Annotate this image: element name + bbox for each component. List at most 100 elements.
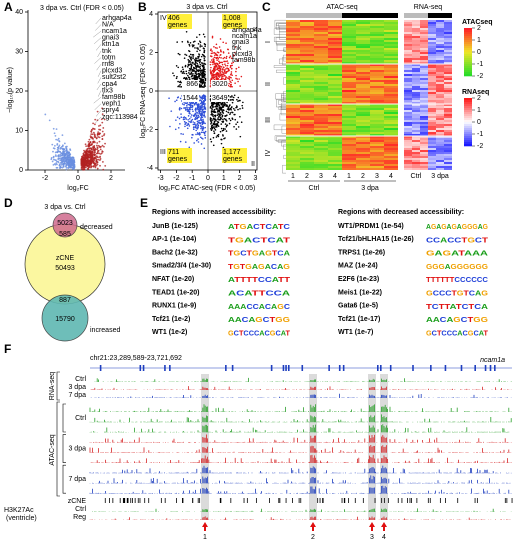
scatter-point (194, 112, 197, 115)
heatmap-cell (356, 84, 370, 86)
heatmap-cell (300, 164, 314, 166)
scatter-point (196, 62, 198, 65)
heatmap-cell (370, 146, 384, 148)
heatmap-cell (412, 68, 420, 70)
panel-title: 3 dpa vs. Ctrl (FDR < 0.05) (40, 5, 124, 12)
heatmap-cell (404, 58, 412, 60)
heatmap-cell (342, 152, 356, 154)
heatmap-cell (412, 154, 420, 156)
heatmap-cell (420, 114, 428, 116)
heatmap-cell (314, 26, 328, 28)
heatmap-cell (370, 52, 384, 54)
scatter-point (193, 74, 196, 77)
heatmap-cell (436, 36, 444, 38)
scatter-point (183, 57, 186, 59)
heatmap-cell (370, 158, 384, 160)
heatmap-cell (356, 120, 370, 122)
scatter-point (222, 66, 225, 68)
heatmap-cell (428, 168, 436, 170)
heatmap-cell (420, 144, 428, 146)
heatmap-cell (314, 116, 328, 118)
heatmap-cell (286, 30, 300, 32)
scatter-point (214, 73, 217, 75)
heatmap-cell (444, 22, 452, 24)
heatmap-cell (412, 150, 420, 152)
heatmap-cell (300, 140, 314, 142)
heatmap-cell (412, 96, 420, 98)
scatter-point (229, 85, 232, 88)
scatter-point (203, 105, 206, 107)
colorbar-step (464, 102, 472, 105)
heatmap-cell (328, 66, 342, 68)
scatter-point (235, 128, 238, 130)
heatmap-cell (444, 160, 452, 162)
scatter-point (190, 104, 193, 106)
motif-base: C (474, 304, 481, 311)
scatter-point (173, 74, 175, 77)
heatmap-cell (286, 58, 300, 60)
scatter-point (201, 104, 203, 106)
heatmap-cell (370, 96, 384, 98)
heatmap-cell (314, 120, 328, 122)
heatmap-cell (328, 84, 342, 86)
heatmap-cell (436, 48, 444, 50)
heatmap-cell (286, 68, 300, 70)
scatter-point (193, 67, 196, 69)
heatmap-cell (328, 122, 342, 124)
scatter-point (172, 72, 174, 74)
volcano-point (60, 154, 62, 157)
heatmap-cell (412, 56, 420, 58)
heatmap-cell (384, 74, 398, 76)
heatmap-cell (384, 72, 398, 74)
scatter-point (186, 124, 188, 127)
scatter-point (183, 77, 186, 79)
heatmap-cell (384, 40, 398, 42)
colorbar-step (464, 144, 472, 147)
heatmap-cell (342, 46, 356, 48)
heatmap-cell (314, 90, 328, 92)
scatter-point (228, 69, 230, 71)
gene-label: ktn1a (102, 41, 119, 48)
scatter-point (220, 138, 222, 141)
leader-line (95, 116, 102, 124)
scatter-point (240, 75, 243, 78)
scatter-point (199, 133, 201, 135)
scatter-point (195, 123, 197, 126)
scatter-point (221, 69, 224, 71)
heatmap-cell (286, 124, 300, 126)
volcano-point (103, 118, 106, 121)
heatmap-cell (370, 88, 384, 90)
heatmap-cell (436, 150, 444, 152)
volcano-point (90, 165, 93, 168)
motif-logo: AGAGAGAGGGAG (426, 224, 489, 231)
heatmap-cell (342, 30, 356, 32)
heatmap-cell (370, 154, 384, 156)
scatter-point (218, 60, 220, 63)
heatmap-cell (356, 158, 370, 160)
heatmap-cell (286, 128, 300, 130)
scatter-point (197, 60, 200, 62)
heatmap-cell (420, 78, 428, 80)
colorbar-step (464, 130, 472, 133)
volcano-point (99, 157, 102, 160)
leader-line (93, 31, 102, 38)
track-label: Ctrl (75, 506, 86, 513)
heatmap-cell (300, 132, 314, 134)
exon (270, 365, 273, 371)
scatter-point (203, 55, 205, 58)
venn-count: 50493 (55, 265, 75, 272)
scatter-point (186, 102, 188, 105)
heatmap-cell (342, 44, 356, 46)
heatmap-cell (286, 76, 300, 78)
heatmap-cell (314, 40, 328, 42)
heatmap-cell (428, 34, 436, 36)
scatter-point (210, 113, 213, 116)
heatmap-cell (328, 100, 342, 102)
scatter-point (195, 117, 198, 120)
heatmap-cell (328, 98, 342, 100)
heatmap-cell (300, 28, 314, 30)
gene-label: rnf8 (102, 61, 114, 68)
scatter-point (239, 85, 241, 87)
heatmap-cell (356, 168, 370, 170)
volcano-point (48, 119, 51, 122)
